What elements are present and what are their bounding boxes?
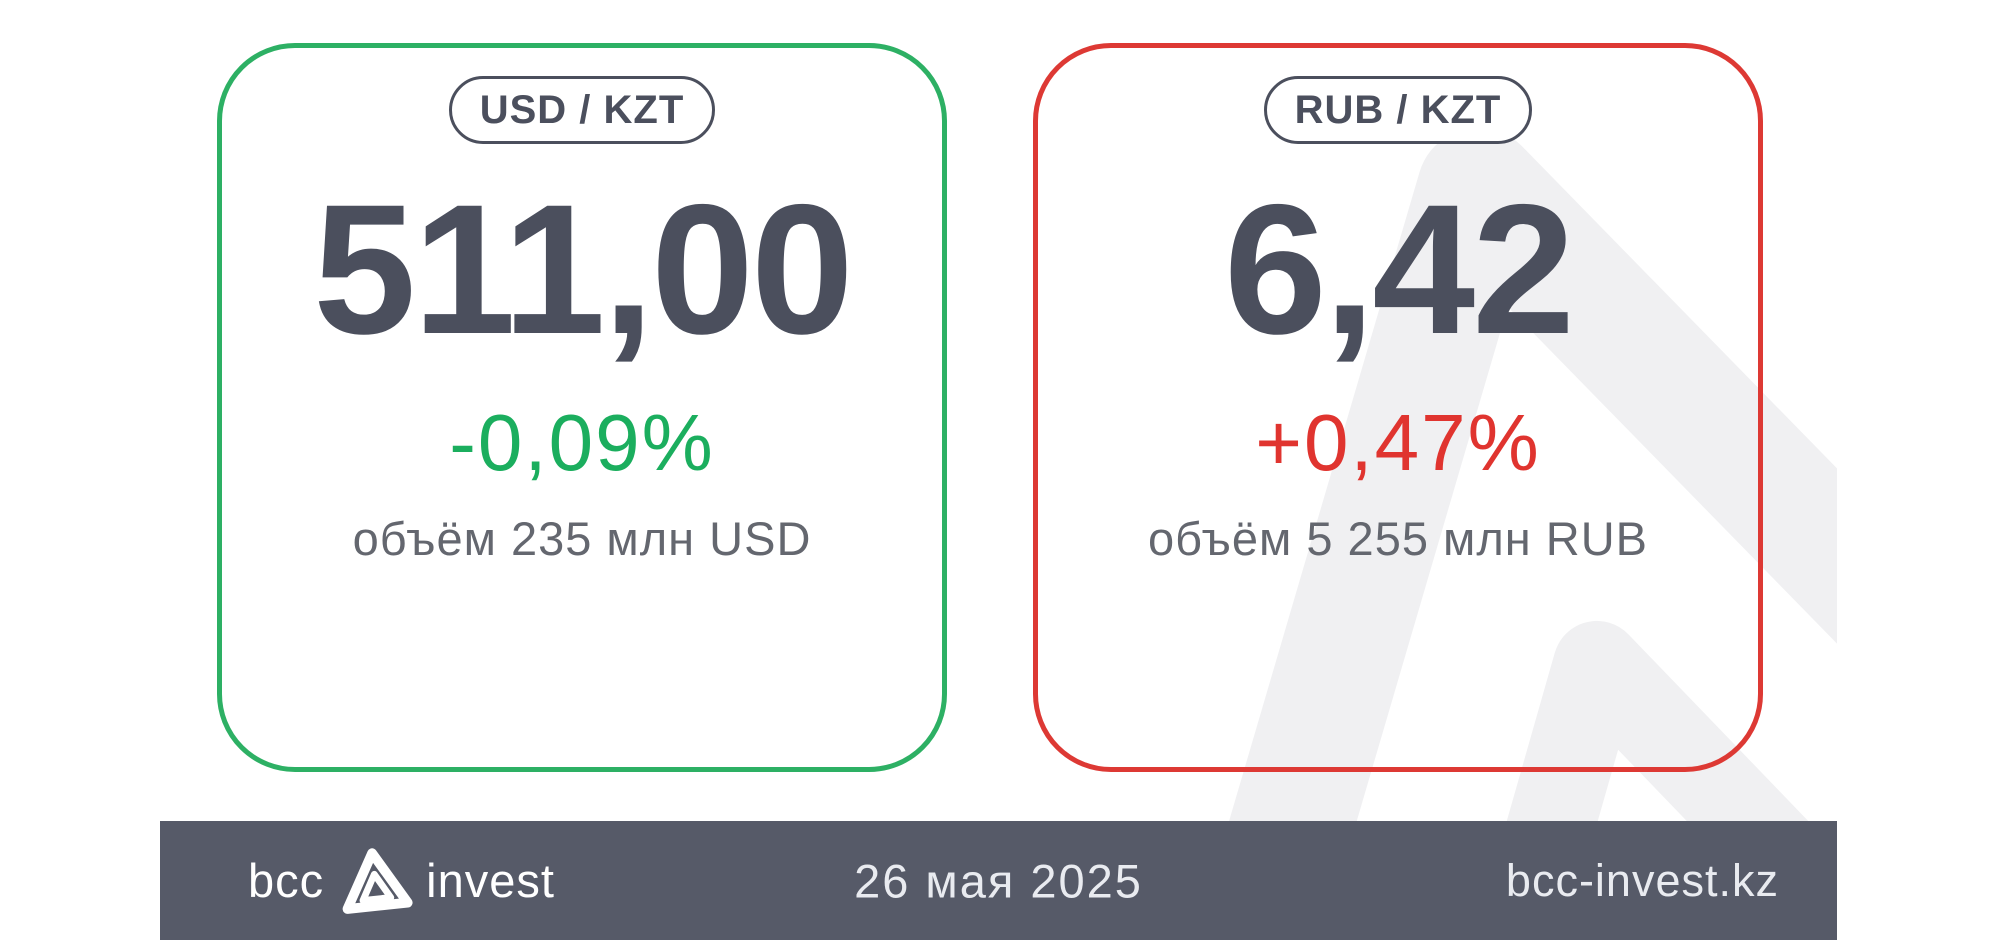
poster: USD / KZT 511,00 -0,09% объём 235 млн US…: [160, 0, 1837, 940]
pair-badge-rub: RUB / KZT: [1263, 76, 1533, 144]
rate-value-rub: 6,42: [1223, 167, 1575, 373]
volume-label-usd: объём 235 млн USD: [352, 512, 812, 565]
volume-label-rub: объём 5 255 млн RUB: [1147, 512, 1649, 565]
bcc-logo-text: bcc: [248, 854, 325, 907]
change-percent-rub: +0,47%: [1255, 398, 1541, 487]
footer-bar: bcc invest 26 мая 2025 bcc-invest.kz: [160, 821, 1837, 940]
bcc-invest-logo: bcc invest: [248, 847, 555, 915]
card-usd-kzt: USD / KZT 511,00 -0,09% объём 235 млн US…: [217, 43, 947, 772]
bcc-triangle-logo-icon: [342, 847, 413, 914]
change-percent-usd: -0,09%: [449, 398, 715, 487]
website-label: bcc-invest.kz: [1505, 854, 1779, 906]
invest-logo-text: invest: [426, 854, 555, 907]
rate-value-usd: 511,00: [313, 167, 854, 373]
date-label: 26 мая 2025: [854, 854, 1143, 907]
card-rub-kzt: RUB / KZT 6,42 +0,47% объём 5 255 млн RU…: [1033, 43, 1763, 772]
pair-badge-usd: USD / KZT: [448, 76, 716, 144]
